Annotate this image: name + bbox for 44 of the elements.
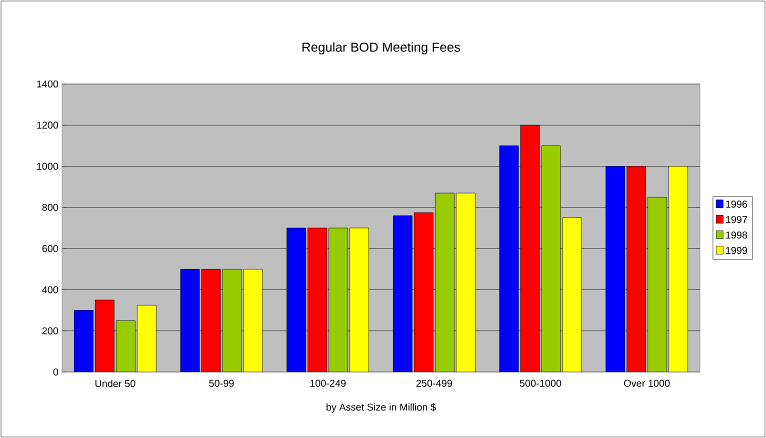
- bar: [286, 228, 306, 372]
- bar: [392, 215, 412, 372]
- x-tick-label: Under 50: [95, 380, 136, 388]
- x-axis-title: by Asset Size in Million $: [326, 403, 436, 413]
- y-tick-label: 400: [42, 286, 58, 294]
- bar: [222, 268, 242, 372]
- chart-title: Regular BOD Meeting Fees: [302, 42, 460, 54]
- legend-label: 1996: [726, 200, 748, 208]
- bar: [414, 212, 434, 372]
- bar: [136, 304, 156, 372]
- x-tick-label: 250-499: [416, 380, 452, 387]
- bar: [456, 192, 476, 372]
- y-tick-label: 1200: [37, 122, 58, 129]
- legend-label: 1998: [726, 231, 748, 239]
- y-tick-label: 1400: [37, 80, 58, 88]
- bar: [201, 268, 221, 372]
- y-tick-label: 600: [42, 245, 58, 252]
- bar: [308, 228, 328, 372]
- bar: [434, 192, 454, 372]
- y-tick-label: 1000: [37, 162, 58, 170]
- bar: [180, 268, 200, 372]
- bar: [626, 166, 646, 372]
- bar: [350, 228, 370, 372]
- x-tick-label: 50-99: [209, 380, 234, 387]
- bar: [74, 310, 94, 372]
- x-tick-label: 100-249: [310, 380, 346, 387]
- bar: [606, 166, 626, 372]
- legend-label: 1999: [726, 246, 748, 254]
- bar: [668, 166, 688, 372]
- bar: [94, 300, 114, 372]
- bar: [520, 124, 540, 372]
- legend-label: 1997: [726, 216, 748, 224]
- bar: [116, 320, 136, 372]
- x-tick-label: 500-1000: [520, 380, 562, 387]
- bar: [562, 218, 582, 372]
- bar: [328, 228, 348, 372]
- y-tick-label: 200: [42, 327, 58, 334]
- bar: [648, 196, 668, 372]
- y-tick-label: 800: [42, 204, 58, 211]
- y-tick-label: 0: [53, 368, 58, 376]
- bar: [541, 146, 561, 372]
- bar: [499, 146, 519, 372]
- x-tick-label: Over 1000: [624, 380, 670, 387]
- bar: [243, 268, 263, 372]
